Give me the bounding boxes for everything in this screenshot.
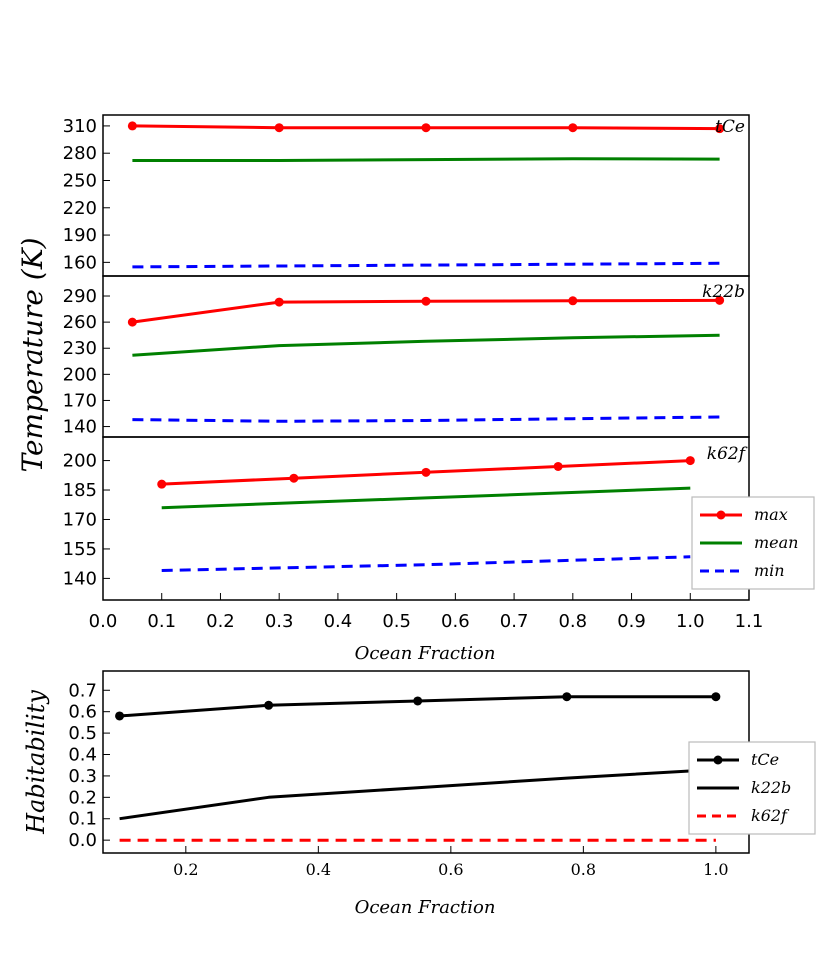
data-point-max: [685, 456, 695, 466]
x-tick-label: 0.3: [265, 611, 294, 632]
data-point-max: [289, 473, 299, 483]
y-tick-label: 230: [63, 338, 97, 359]
y-tick-label: 0.2: [68, 787, 97, 808]
data-point-max: [157, 479, 167, 489]
series-line-min: [161, 555, 691, 572]
series-line-mean: [132, 333, 720, 357]
legend-marker-tCe: [713, 755, 723, 765]
data-point-max: [421, 467, 431, 477]
y-tick-label: 0.5: [68, 723, 97, 744]
y-tick-label: 0.0: [68, 830, 97, 851]
legend: max mean min: [691, 496, 815, 590]
x-tick-label: 0.4: [306, 860, 331, 879]
panel-annotation: k62f: [707, 444, 748, 464]
ocean-fraction-axis-label-top: Ocean Fraction: [355, 643, 496, 664]
legend-label-k62f: k62f: [751, 806, 790, 825]
x-tick-label: 0.8: [571, 860, 596, 879]
panel-tCe: 160 190 220 250 280 310 tCe: [63, 114, 750, 277]
temperature-axis-label: Temperature (K): [16, 237, 49, 472]
x-tick-label: 1.1: [735, 611, 764, 632]
x-tick-label: 0.7: [500, 611, 529, 632]
y-tick-label: 190: [63, 225, 97, 246]
legend-label-tCe: tCe: [751, 750, 779, 769]
y-tick-label: 170: [63, 509, 97, 530]
chart-panels: 160 190 220 250 280 310 tCe 140 170 200 230 260 290 k…: [63, 114, 816, 879]
data-point-max: [553, 461, 563, 471]
legend: tCe k22b k62f: [688, 741, 816, 835]
series-line-k22b: [119, 768, 716, 821]
panel-habitability: 0.00.10.20.30.40.50.60.70.2 0.4 0.6 0.8 1.0t…: [68, 670, 816, 879]
panel-k62f: 140 155 170 185 200 0.0 0.1 0.2 0.3 0.4 0.5 0.6 0.7 0…: [63, 436, 815, 632]
y-tick-label: 160: [63, 252, 97, 273]
x-tick-label: 0.0: [89, 611, 118, 632]
y-tick-label: 185: [63, 480, 97, 501]
data-point-max: [421, 123, 431, 133]
panel-k22b: 140 170 200 230 260 290 k22b: [63, 275, 750, 438]
data-point-max: [568, 123, 578, 133]
x-tick-label: 0.6: [438, 860, 463, 879]
y-tick-label: 310: [63, 116, 97, 137]
y-tick-label: 200: [63, 451, 97, 472]
data-point-tCe: [115, 711, 125, 721]
y-tick-label: 280: [63, 143, 97, 164]
y-tick-label: 170: [63, 390, 97, 411]
data-point-max: [421, 296, 431, 306]
y-tick-label: 0.6: [68, 702, 97, 723]
legend-label-k22b: k22b: [751, 778, 791, 797]
x-tick-label: 0.6: [441, 611, 470, 632]
y-tick-label: 140: [63, 568, 97, 589]
x-tick-label: 0.9: [617, 611, 646, 632]
legend-label-min: min: [754, 561, 785, 580]
data-point-max: [715, 295, 725, 305]
y-tick-label: 0.7: [68, 680, 97, 701]
y-tick-label: 200: [63, 364, 97, 385]
data-point-max: [568, 296, 578, 306]
x-tick-label: 0.2: [206, 611, 235, 632]
legend-label-max: max: [754, 505, 788, 524]
x-tick-label: 0.8: [558, 611, 587, 632]
y-tick-label: 0.4: [68, 745, 97, 766]
y-tick-label: 260: [63, 312, 97, 333]
x-tick-label: 0.2: [173, 860, 198, 879]
y-tick-label: 155: [63, 539, 97, 560]
data-point-tCe: [711, 692, 721, 702]
x-tick-label: 0.1: [147, 611, 176, 632]
panel-annotation: k22b: [702, 282, 745, 302]
data-point-max: [127, 121, 137, 131]
y-tick-label: 140: [63, 417, 97, 438]
series-line-min: [132, 415, 720, 423]
data-point-tCe: [562, 692, 572, 702]
y-tick-label: 290: [63, 286, 97, 307]
data-point-max: [715, 124, 725, 134]
data-point-tCe: [413, 696, 423, 706]
legend-label-mean: mean: [754, 533, 798, 552]
y-tick-label: 220: [63, 198, 97, 219]
x-tick-label: 1.0: [703, 860, 728, 879]
series-line-min: [132, 261, 720, 269]
x-tick-label: 0.5: [382, 611, 411, 632]
ocean-fraction-axis-label-bottom: Ocean Fraction: [355, 897, 496, 918]
x-tick-label: 1.0: [676, 611, 705, 632]
series-line-mean: [161, 486, 691, 510]
data-point-max: [127, 317, 137, 327]
legend-marker-max: [716, 510, 726, 520]
data-point-tCe: [264, 700, 274, 710]
y-tick-label: 0.1: [68, 809, 97, 830]
y-tick-label: 250: [63, 170, 97, 191]
x-tick-label: 0.4: [324, 611, 353, 632]
panel-annotation: tCe: [715, 117, 745, 137]
series-line-mean: [132, 157, 720, 162]
data-point-max: [274, 123, 284, 133]
y-tick-label: 0.3: [68, 766, 97, 787]
habitability-axis-label: Habitability: [22, 690, 50, 835]
data-point-max: [274, 297, 284, 307]
